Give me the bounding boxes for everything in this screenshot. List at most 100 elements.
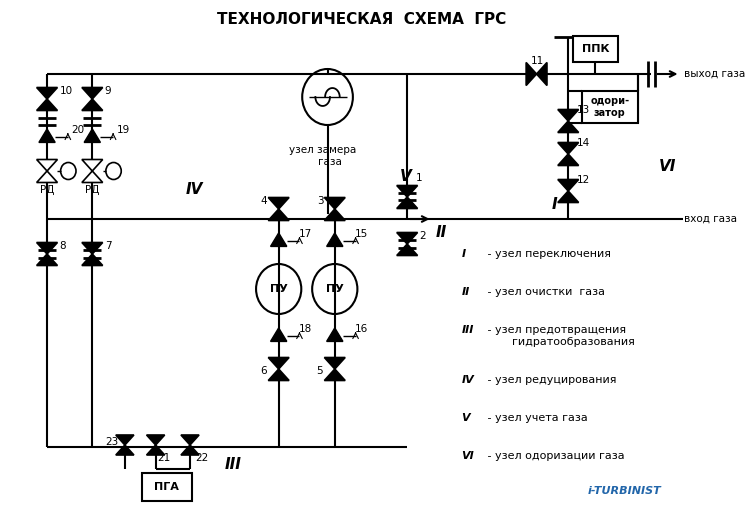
Text: I: I	[462, 249, 465, 259]
Polygon shape	[558, 154, 578, 165]
Text: 7: 7	[105, 241, 111, 251]
Text: ТЕХНОЛОГИЧЕСКАЯ  СХЕМА  ГРС: ТЕХНОЛОГИЧЕСКАЯ СХЕМА ГРС	[218, 12, 507, 27]
Polygon shape	[397, 233, 418, 244]
Polygon shape	[268, 197, 289, 209]
Bar	[582, 91, 638, 123]
Text: IV: IV	[462, 375, 474, 385]
Polygon shape	[37, 242, 57, 254]
Polygon shape	[325, 197, 345, 209]
Text: РД: РД	[40, 185, 54, 195]
Text: РД: РД	[85, 185, 99, 195]
Text: - узел очистки  газа: - узел очистки газа	[484, 287, 605, 297]
Text: 15: 15	[355, 229, 368, 239]
Text: 14: 14	[578, 138, 590, 148]
Polygon shape	[39, 129, 55, 143]
Text: 4: 4	[261, 196, 267, 206]
Text: V: V	[400, 169, 412, 184]
Text: II: II	[462, 287, 470, 297]
Text: III: III	[462, 325, 474, 335]
Text: - узел редуцирования: - узел редуцирования	[484, 375, 617, 385]
Text: I: I	[552, 197, 557, 212]
Text: - узел предотвращения
        гидратообразования: - узел предотвращения гидратообразования	[484, 325, 635, 347]
Polygon shape	[325, 357, 345, 369]
Polygon shape	[270, 328, 287, 342]
Text: 23: 23	[105, 437, 118, 447]
Polygon shape	[558, 143, 578, 154]
Bar	[142, 473, 192, 501]
Polygon shape	[327, 233, 343, 246]
Text: 13: 13	[578, 105, 590, 115]
Polygon shape	[558, 121, 578, 132]
Polygon shape	[526, 63, 537, 86]
Text: ПГА: ПГА	[154, 482, 179, 492]
Text: 18: 18	[299, 324, 312, 334]
Text: 2: 2	[419, 231, 425, 241]
Text: одори-
затор: одори- затор	[590, 96, 630, 118]
Polygon shape	[325, 209, 345, 220]
Polygon shape	[558, 109, 578, 121]
Text: V: V	[462, 413, 470, 423]
Polygon shape	[537, 63, 547, 86]
Polygon shape	[37, 159, 57, 171]
Text: 12: 12	[578, 175, 590, 185]
Text: 10: 10	[59, 86, 73, 96]
Text: 11: 11	[531, 56, 544, 66]
Text: 22: 22	[196, 453, 209, 463]
Polygon shape	[268, 209, 289, 220]
Polygon shape	[147, 445, 165, 455]
Text: VI: VI	[659, 159, 676, 174]
Text: 3: 3	[317, 196, 323, 206]
Polygon shape	[147, 435, 165, 445]
Text: 21: 21	[157, 453, 171, 463]
Text: 17: 17	[299, 229, 312, 239]
Text: III: III	[224, 457, 241, 472]
Text: 19: 19	[117, 125, 130, 135]
Text: узел замера
    газа: узел замера газа	[289, 145, 357, 166]
Text: 5: 5	[317, 366, 323, 376]
Polygon shape	[268, 369, 289, 381]
Polygon shape	[397, 185, 418, 197]
Text: ПУ: ПУ	[326, 284, 343, 294]
Polygon shape	[116, 445, 134, 455]
Polygon shape	[82, 99, 102, 110]
Text: 8: 8	[59, 241, 66, 251]
Polygon shape	[181, 445, 199, 455]
Polygon shape	[37, 99, 57, 110]
Text: вход газа: вход газа	[684, 214, 737, 224]
Polygon shape	[37, 171, 57, 183]
Polygon shape	[397, 197, 418, 209]
Text: VI: VI	[462, 451, 474, 461]
Polygon shape	[270, 233, 287, 246]
Polygon shape	[84, 129, 100, 143]
Text: 1: 1	[416, 173, 423, 183]
Text: - узел учета газа: - узел учета газа	[484, 413, 588, 423]
Text: 6: 6	[261, 366, 267, 376]
Text: IV: IV	[185, 182, 203, 197]
Polygon shape	[82, 88, 102, 99]
Text: - узел переключения: - узел переключения	[484, 249, 611, 259]
Text: 20: 20	[72, 125, 84, 135]
Polygon shape	[327, 328, 343, 342]
Polygon shape	[37, 254, 57, 266]
Text: ППК: ППК	[581, 44, 609, 54]
Polygon shape	[397, 244, 418, 256]
Text: 9: 9	[104, 86, 111, 96]
Polygon shape	[82, 254, 102, 266]
Polygon shape	[181, 435, 199, 445]
Text: ПУ: ПУ	[270, 284, 288, 294]
Polygon shape	[558, 180, 578, 191]
Text: II: II	[436, 225, 447, 240]
Text: 16: 16	[355, 324, 368, 334]
Bar	[573, 36, 618, 62]
Text: i-TURBINIST: i-TURBINIST	[588, 486, 662, 496]
Polygon shape	[116, 435, 134, 445]
Text: - узел одоризации газа: - узел одоризации газа	[484, 451, 625, 461]
Polygon shape	[37, 88, 57, 99]
Polygon shape	[558, 191, 578, 203]
Polygon shape	[82, 171, 102, 183]
Polygon shape	[325, 369, 345, 381]
Polygon shape	[268, 357, 289, 369]
Polygon shape	[82, 159, 102, 171]
Polygon shape	[82, 242, 102, 254]
Text: выход газа: выход газа	[684, 69, 745, 79]
